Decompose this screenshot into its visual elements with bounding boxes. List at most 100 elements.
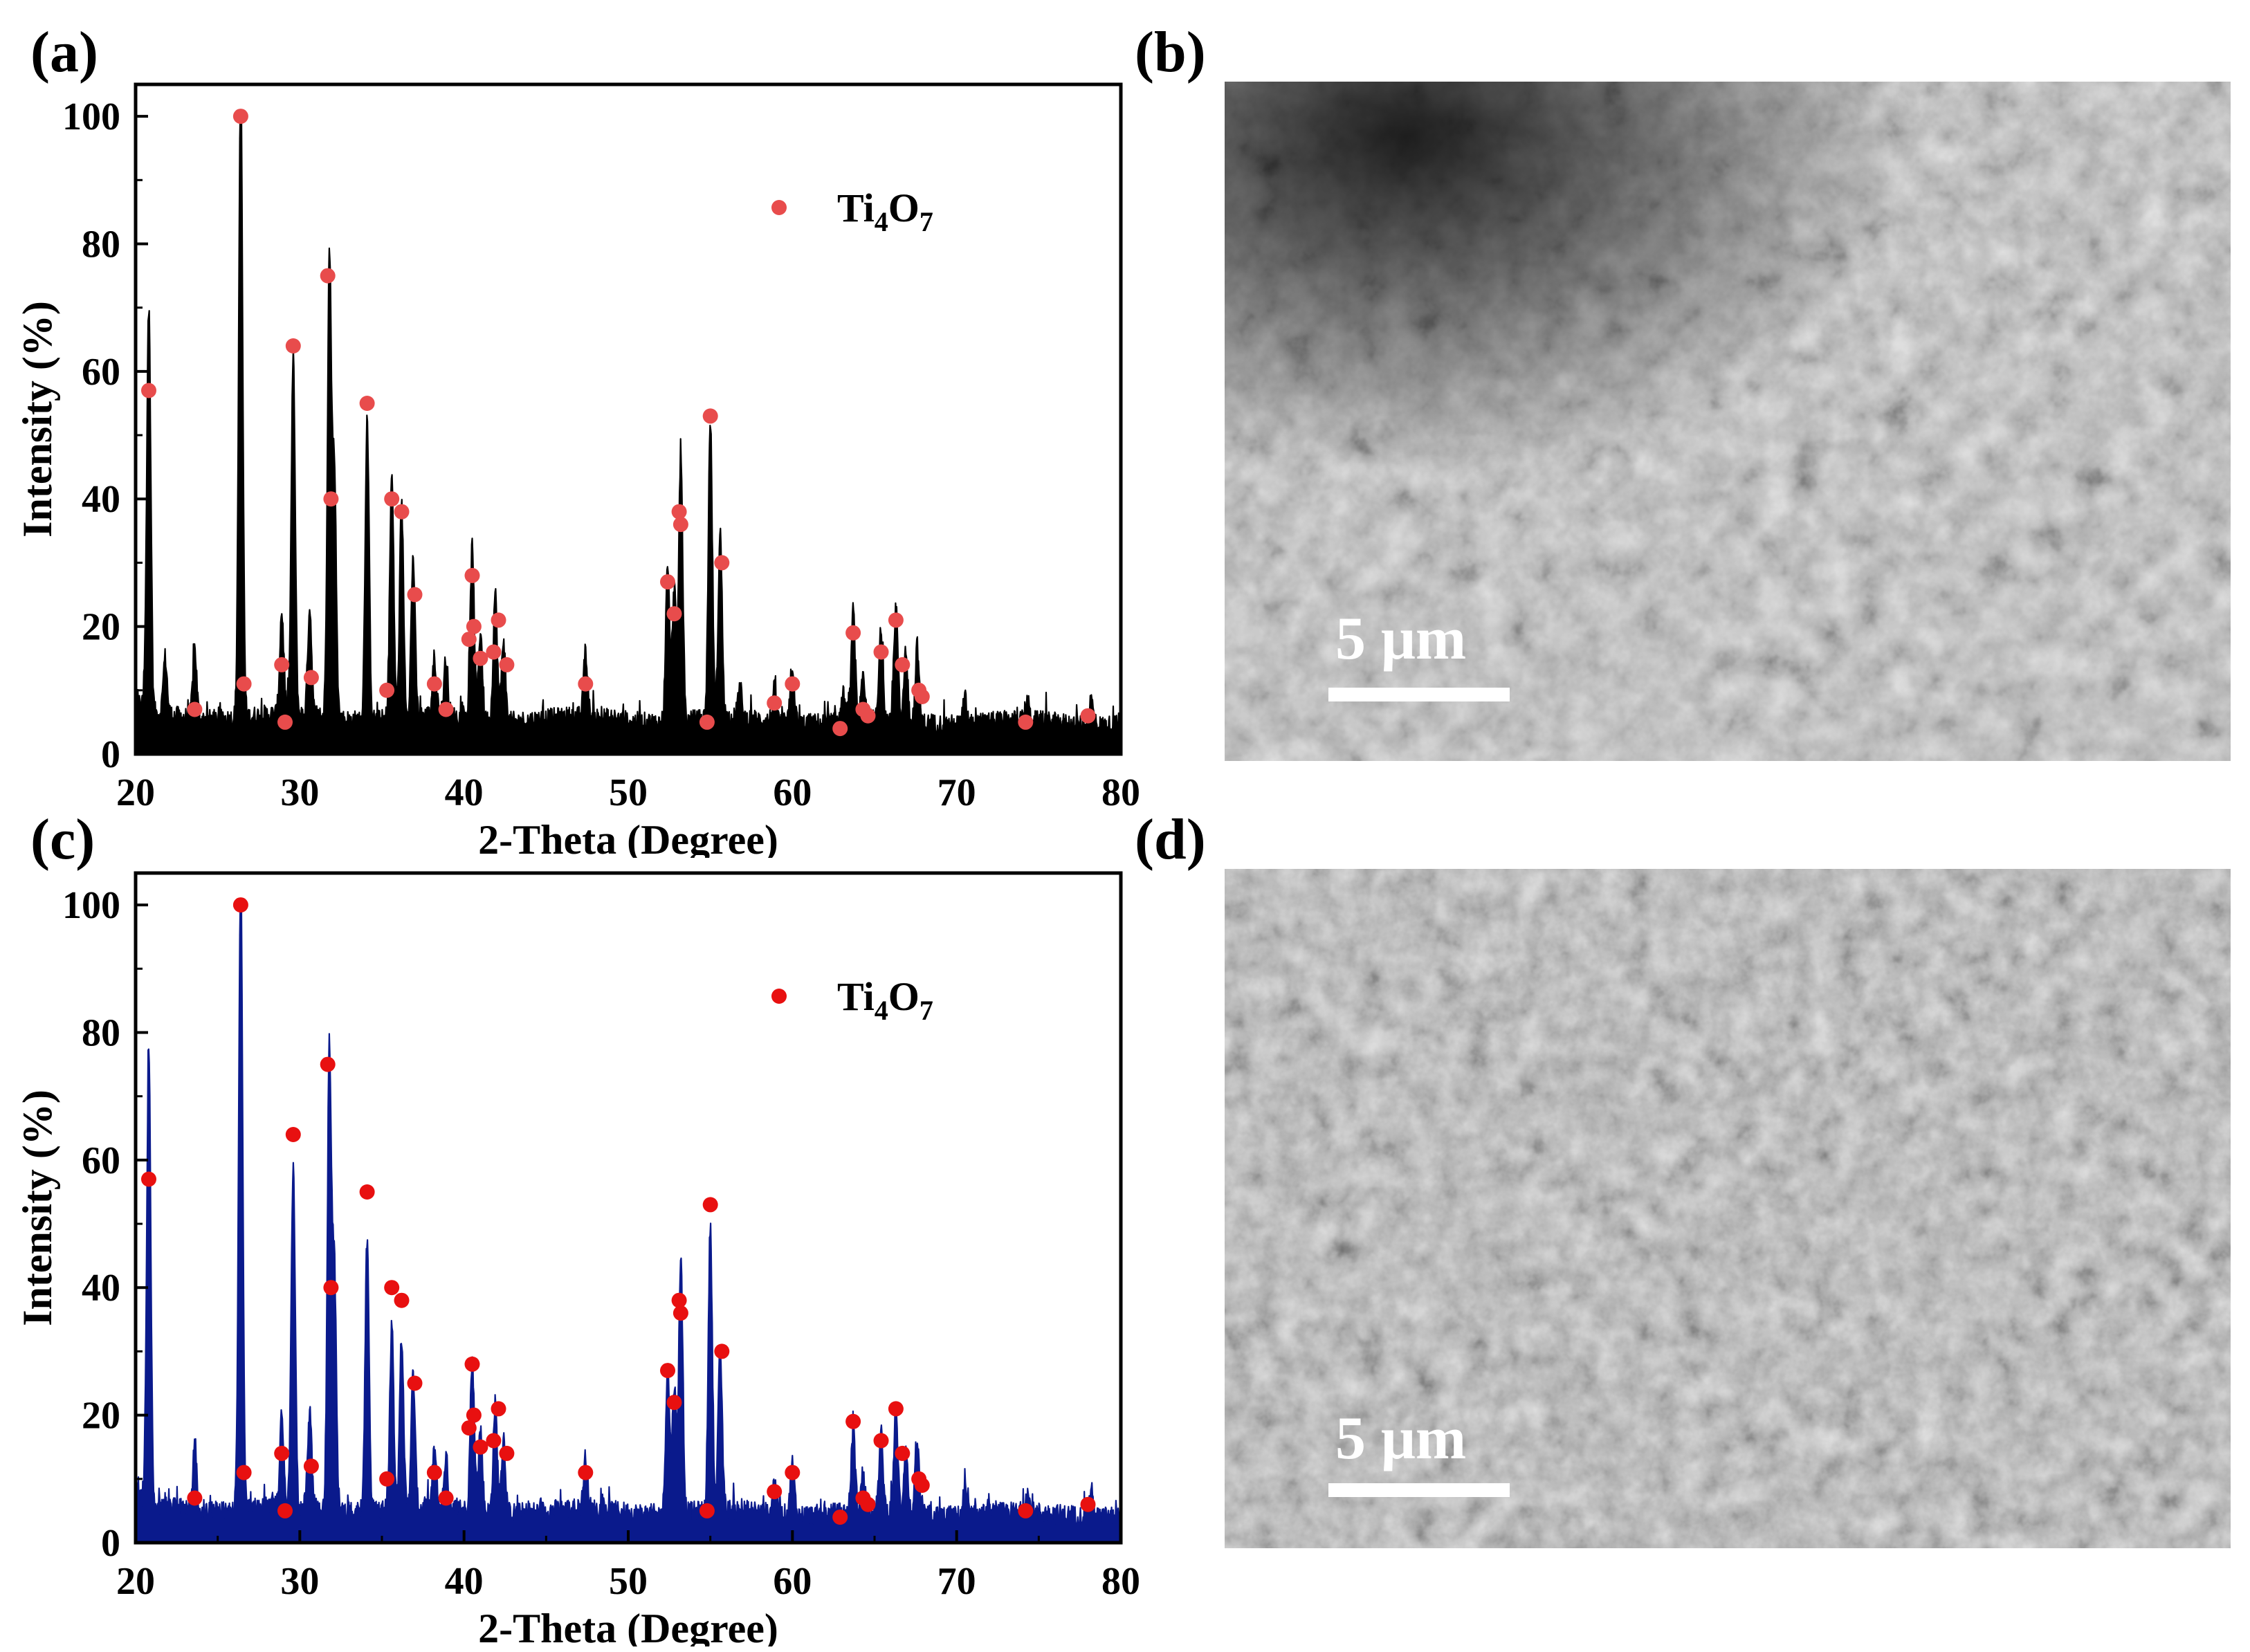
ti4o7-marker-c-18: [461, 1420, 477, 1436]
ti4o7-marker-c-37: [860, 1496, 876, 1512]
ti4o7-marker-a-6: [285, 338, 301, 354]
ti4o7-marker-c-30: [702, 1197, 718, 1213]
ti4o7-marker-c-32: [767, 1484, 783, 1500]
ti4o7-marker-a-31: [714, 555, 730, 571]
y-tick-label-40: 40: [82, 1267, 120, 1310]
ti4o7-marker-a-14: [407, 587, 423, 603]
ti4o7-marker-a-1: [187, 701, 203, 717]
xrd-pattern-a: [136, 109, 1120, 755]
ti4o7-marker-c-22: [491, 1401, 506, 1417]
ti4o7-marker-a-16: [438, 701, 454, 717]
y-axis-label-a: Intensity (%): [15, 301, 60, 538]
y-tick-label-60: 60: [82, 1139, 120, 1182]
ti4o7-marker-c-4: [274, 1445, 290, 1461]
ti4o7-marker-c-34: [832, 1509, 848, 1525]
ti4o7-marker-c-7: [303, 1458, 319, 1474]
ti4o7-marker-a-9: [323, 491, 339, 507]
x-axis-label-c: 2-Theta (Degree): [478, 1606, 778, 1646]
x-tick-label-70: 70: [937, 771, 976, 814]
ti4o7-marker-c-44: [1080, 1496, 1096, 1512]
ti4o7-marker-a-35: [845, 625, 861, 641]
y-tick-label-40: 40: [82, 478, 120, 521]
panel-label-d: (d): [1135, 807, 1206, 872]
ti4o7-marker-c-28: [673, 1305, 688, 1321]
ti4o7-marker-a-8: [320, 268, 336, 284]
ti4o7-marker-a-0: [141, 383, 156, 398]
ti4o7-marker-a-26: [666, 606, 682, 622]
ti4o7-marker-a-23: [499, 657, 515, 672]
ti4o7-marker-a-11: [379, 682, 395, 698]
ti4o7-marker-c-42: [914, 1478, 930, 1493]
x-tick-label-40: 40: [445, 771, 484, 814]
ti4o7-marker-a-21: [486, 644, 502, 660]
ti4o7-marker-c-16: [438, 1490, 454, 1506]
x-tick-label-50: 50: [609, 1560, 648, 1603]
ti4o7-marker-c-9: [323, 1280, 339, 1296]
ti4o7-marker-a-12: [384, 491, 400, 507]
x-tick-label-80: 80: [1101, 771, 1140, 814]
legend-marker-a: [771, 200, 787, 215]
ti4o7-marker-a-17: [464, 567, 480, 583]
y-tick-label-20: 20: [82, 1395, 120, 1438]
ti4o7-marker-a-34: [832, 721, 848, 737]
y-tick-label-0: 0: [101, 1522, 120, 1565]
x-tick-label-30: 30: [280, 771, 319, 814]
y-tick-label-60: 60: [82, 351, 120, 394]
ti4o7-marker-a-5: [277, 714, 293, 730]
x-axis-label-a: 2-Theta (Degree): [478, 817, 778, 858]
legend-marker-c: [771, 989, 787, 1004]
ti4o7-marker-a-4: [274, 657, 290, 672]
ti4o7-marker-a-3: [236, 676, 252, 692]
ti4o7-marker-c-27: [671, 1292, 687, 1308]
ti4o7-marker-a-19: [466, 618, 482, 634]
y-tick-label-80: 80: [82, 223, 120, 266]
ti4o7-marker-c-43: [1018, 1503, 1034, 1518]
ti4o7-marker-c-35: [845, 1413, 861, 1429]
xrd-pattern-c: [136, 897, 1120, 1544]
ti4o7-marker-a-25: [660, 574, 675, 590]
ti4o7-marker-a-29: [699, 714, 715, 730]
y-tick-label-20: 20: [82, 606, 120, 649]
x-tick-label-30: 30: [280, 1560, 319, 1603]
ti4o7-marker-c-25: [660, 1363, 675, 1379]
ti4o7-marker-c-31: [714, 1343, 730, 1359]
ti4o7-marker-c-39: [888, 1401, 904, 1417]
ti4o7-marker-c-19: [466, 1407, 482, 1423]
ti4o7-marker-c-2: [232, 897, 248, 913]
y-axis-label-c: Intensity (%): [15, 1090, 60, 1326]
x-tick-label-20: 20: [116, 771, 155, 814]
y-tick-label-80: 80: [82, 1011, 120, 1054]
ti4o7-marker-c-26: [666, 1395, 682, 1411]
ti4o7-marker-a-27: [671, 504, 687, 520]
ti4o7-marker-c-14: [407, 1375, 423, 1391]
y-tick-label-100: 100: [62, 95, 120, 138]
ti4o7-marker-c-29: [699, 1503, 715, 1518]
ti4o7-marker-a-30: [702, 408, 718, 424]
ti4o7-marker-a-10: [359, 396, 375, 411]
ti4o7-marker-a-39: [888, 612, 904, 628]
scale-bar-b: [1328, 688, 1510, 701]
ti4o7-marker-a-43: [1018, 714, 1034, 730]
y-tick-label-100: 100: [62, 884, 120, 927]
x-tick-label-50: 50: [609, 771, 648, 814]
scale-bar-label-d: 5 μm: [1335, 1405, 1467, 1472]
panel-label-a: (a): [30, 20, 98, 84]
x-tick-label-60: 60: [773, 771, 812, 814]
ti4o7-marker-a-44: [1080, 708, 1096, 724]
x-tick-label-60: 60: [773, 1560, 812, 1603]
ti4o7-marker-c-40: [895, 1445, 911, 1461]
ti4o7-marker-a-13: [394, 504, 410, 520]
sem-micrograph-d: [1225, 869, 2231, 1548]
ti4o7-marker-c-33: [785, 1465, 801, 1480]
y-tick-label-0: 0: [101, 733, 120, 776]
scale-bar-d: [1328, 1483, 1510, 1497]
ti4o7-marker-a-20: [473, 650, 488, 666]
x-tick-label-40: 40: [445, 1560, 484, 1603]
panel-label-c: (c): [30, 807, 95, 872]
ti4o7-marker-c-13: [394, 1292, 410, 1308]
ti4o7-marker-c-12: [384, 1280, 400, 1296]
ti4o7-marker-a-7: [303, 670, 319, 686]
